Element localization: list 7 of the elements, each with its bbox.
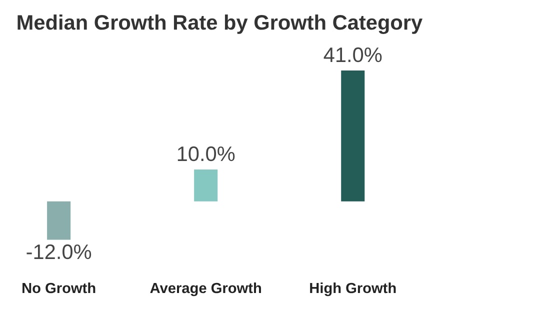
x-tick-label: High Growth bbox=[310, 282, 396, 296]
x-tick-label: No Growth bbox=[22, 282, 96, 294]
x-tick-label: Average Growth bbox=[150, 282, 261, 296]
data-label: 41.0% bbox=[324, 47, 382, 62]
chart-title: Median Growth Rate by Growth Category bbox=[18, 14, 422, 34]
data-label: 10.0% bbox=[178, 146, 235, 162]
data-label: -12.0% bbox=[26, 244, 92, 260]
